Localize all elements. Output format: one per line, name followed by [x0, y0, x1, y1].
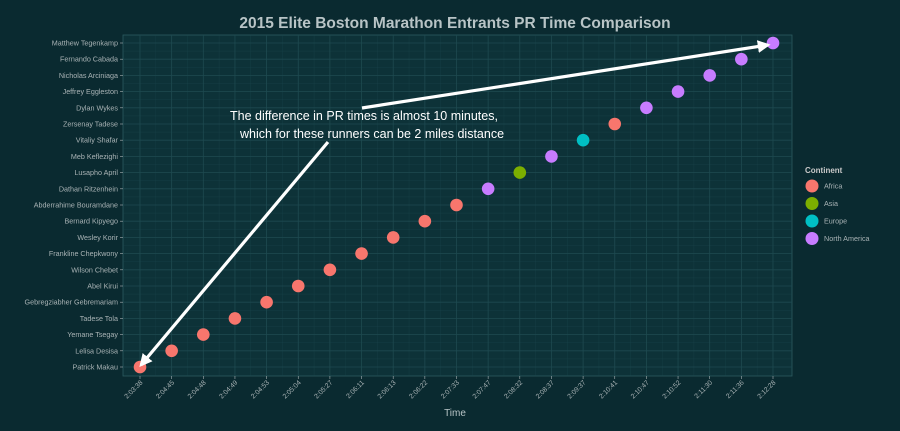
data-point: [608, 117, 622, 131]
x-tick-label: 2:08:37: [535, 379, 556, 400]
x-tick-label: 2:04:45: [155, 379, 176, 400]
data-point: [386, 231, 400, 244]
y-tick-label: Tadese Tola: [80, 314, 118, 323]
data-point: [703, 69, 716, 82]
x-tick-label: 2:06:11: [345, 379, 366, 400]
x-tick-label: 2:10:47: [630, 379, 651, 400]
annotation-arrow-to-slowest: [361, 40, 771, 110]
x-tick-label: 2:06:13: [377, 379, 398, 400]
data-point: [576, 133, 590, 147]
y-tick-label: Patrick Makau: [72, 363, 118, 372]
annotation-line-2: which for these runners can be 2 miles d…: [239, 127, 504, 141]
data-point: [481, 182, 495, 196]
y-tick-label: Dylan Wykes: [76, 103, 118, 112]
x-tick-label: 2:04:53: [250, 379, 271, 400]
data-point: [165, 344, 178, 358]
x-tick-label: 2:04:49: [218, 379, 239, 400]
x-tick-label: 2:05:04: [282, 379, 303, 400]
y-tick-label: Abderrahime Bouramdane: [34, 201, 118, 210]
y-tick-label: Abel Kirui: [87, 282, 118, 291]
y-tick-label: Zersenay Tadese: [63, 120, 118, 129]
y-tick-label: Gebregziabher Gebremariam: [25, 298, 118, 307]
data-point: [450, 198, 463, 212]
x-tick-label: 2:11:30: [693, 379, 714, 400]
legend-swatch: [805, 214, 819, 228]
x-tick-label: 2:08:32: [503, 379, 524, 400]
y-tick-label: Vitaliy Shafar: [76, 136, 119, 145]
y-tick-label: Matthew Tegenkamp: [52, 39, 118, 48]
y-tick-label: Wilson Chebet: [71, 265, 118, 274]
data-point: [355, 247, 368, 260]
legend-swatch: [805, 197, 819, 210]
data-point: [418, 214, 432, 228]
data-point: [197, 328, 210, 341]
x-tick-label: 2:05:27: [313, 379, 334, 400]
data-point: [228, 312, 242, 325]
data-point: [260, 295, 273, 309]
legend-swatch: [805, 232, 819, 245]
y-tick-label: Meb Keflezighi: [71, 152, 119, 161]
data-point: [671, 85, 685, 98]
legend-label: Europe: [824, 217, 847, 226]
x-tick-label: 2:11:36: [725, 379, 746, 400]
annotation-arrow-to-fastest: [139, 140, 330, 367]
y-tick-label: Lusapho April: [74, 168, 118, 177]
x-tick-label: 2:12:28: [756, 379, 777, 400]
data-point: [545, 150, 558, 163]
legend: Continent Africa Asia Europe North America: [805, 166, 870, 245]
data-point: [735, 52, 748, 66]
x-tick-label: 2:03:38: [123, 379, 144, 400]
x-tick-label: 2:10:41: [598, 379, 619, 400]
legend-label: Africa: [824, 182, 842, 191]
y-tick-label: Yemane Tsegay: [67, 330, 118, 339]
x-axis-title: Time: [444, 408, 466, 419]
y-tick-label: Bernard Kipyego: [64, 217, 118, 226]
data-point: [291, 279, 305, 293]
x-tick-label: 2:07:33: [440, 379, 461, 400]
legend-swatch: [805, 179, 819, 193]
data-point: [323, 263, 337, 277]
x-tick-label: 2:06:22: [408, 379, 429, 400]
y-tick-label: Jeffrey Eggleston: [63, 87, 118, 96]
x-tick-label: 2:09:37: [567, 379, 588, 400]
x-tick-label: 2:07:47: [472, 379, 493, 400]
data-point: [766, 36, 780, 50]
x-tick-label: 2:04:48: [187, 379, 208, 400]
legend-title: Continent: [805, 166, 843, 175]
y-tick-label: Frankline Chepkwony: [49, 249, 119, 258]
y-tick-label: Wesley Korir: [77, 233, 118, 242]
legend-label: North America: [824, 234, 870, 243]
y-tick-label: Fernando Cabada: [60, 55, 118, 64]
annotation-line-1: The difference in PR times is almost 10 …: [230, 109, 498, 123]
data-point: [640, 101, 653, 115]
chart-title: 2015 Elite Boston Marathon Entrants PR T…: [239, 15, 670, 32]
y-tick-label: Nicholas Arciniaga: [59, 71, 118, 80]
data-point: [513, 166, 527, 179]
y-tick-label: Dathan Ritzenhein: [59, 184, 118, 193]
x-tick-label: 2:10:52: [661, 379, 682, 400]
legend-label: Asia: [824, 199, 838, 208]
y-tick-label: Lelisa Desisa: [75, 346, 118, 355]
